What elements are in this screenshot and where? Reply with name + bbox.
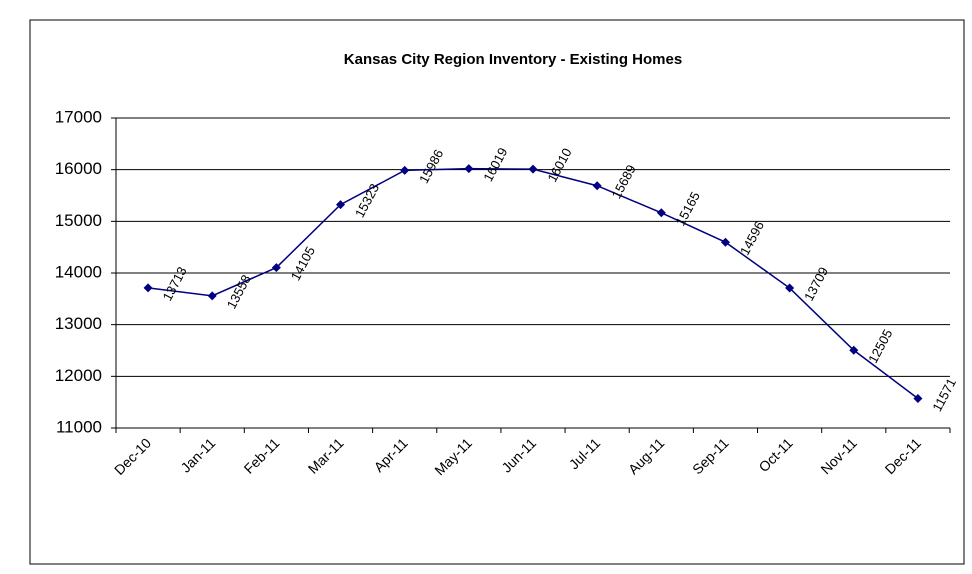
y-tick-label: 13000 [55, 314, 102, 333]
data-point [464, 164, 474, 174]
y-tick-label: 17000 [55, 107, 102, 126]
chart-title: Kansas City Region Inventory - Existing … [344, 51, 682, 68]
data-point [400, 165, 410, 175]
data-point [592, 181, 602, 191]
data-point [720, 237, 730, 247]
y-tick-label: 12000 [55, 366, 102, 385]
data-point [528, 164, 538, 174]
y-tick-label: 16000 [55, 159, 102, 178]
data-point [271, 263, 281, 273]
y-tick-label: 11000 [56, 417, 102, 436]
y-tick-label: 15000 [55, 211, 102, 230]
data-point [207, 291, 217, 301]
data-point [143, 283, 153, 293]
data-point [785, 283, 795, 293]
data-point [913, 393, 923, 403]
data-point [849, 345, 859, 355]
y-tick-label: 14000 [55, 262, 102, 281]
data-point [336, 200, 346, 210]
data-point [656, 208, 666, 218]
